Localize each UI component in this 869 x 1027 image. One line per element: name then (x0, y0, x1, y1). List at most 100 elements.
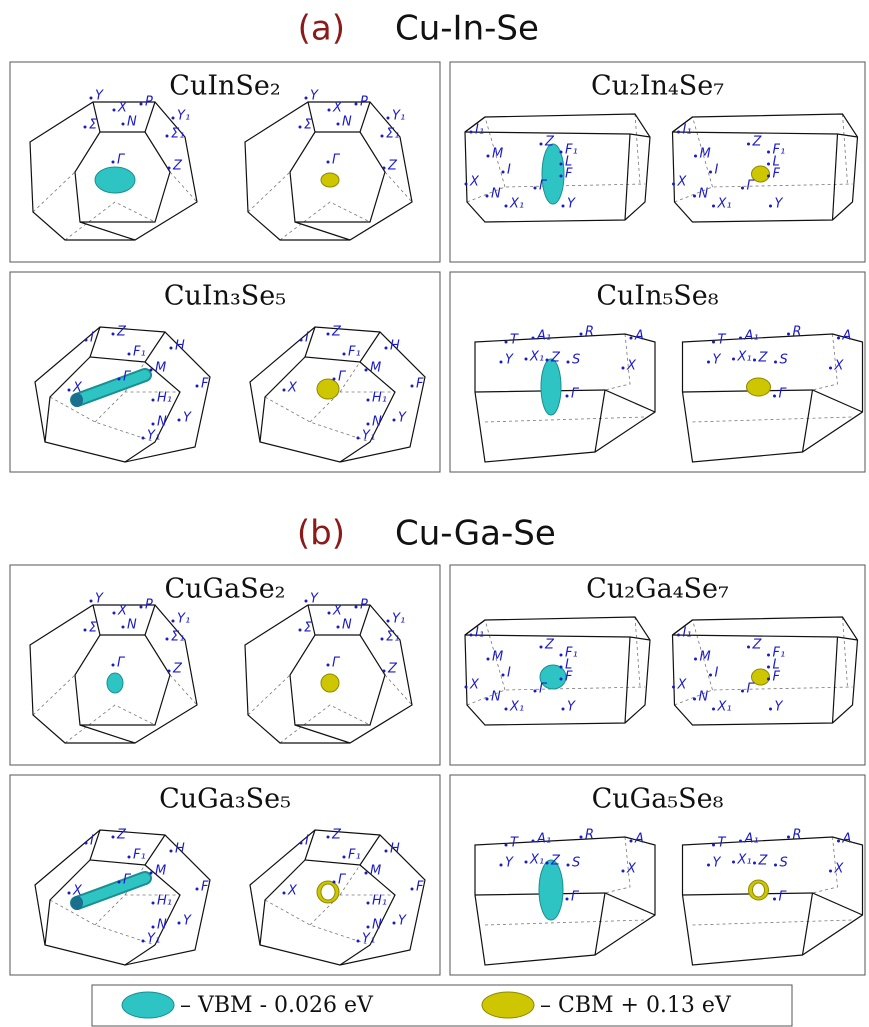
k-point (304, 96, 308, 100)
vbm-surface (538, 859, 564, 921)
k-point (326, 835, 330, 839)
zone-edge (295, 634, 386, 726)
k-point-label: X (626, 862, 637, 877)
k-point (151, 901, 155, 905)
k-point-label: Γ (123, 873, 132, 888)
k-point-label: Y (567, 197, 576, 212)
k-point (773, 897, 776, 901)
zone-edge (124, 361, 181, 463)
zone-edge (801, 389, 814, 453)
hidden-edge (32, 674, 76, 716)
hidden-edge (692, 619, 713, 691)
k-point (384, 849, 388, 853)
k-point-label: X (117, 101, 128, 116)
zone-edge (682, 892, 863, 916)
panel-frame (9, 774, 441, 976)
k-point (559, 653, 563, 657)
k-point-label: F₁ (133, 345, 146, 360)
zone-edge (44, 859, 91, 946)
k-point (304, 599, 308, 603)
legend-swatch-vbm (121, 991, 175, 1019)
k-point (672, 685, 675, 689)
k-point-label: I (507, 666, 511, 681)
brillouin-zone: T A₁ R A Y X₁ Z S X Γ (474, 828, 656, 966)
k-point-label: A (634, 832, 644, 847)
k-point (774, 863, 777, 867)
panel-frame (449, 271, 866, 473)
zone-outline (681, 836, 864, 966)
k-point-label: N (157, 918, 167, 933)
k-point (366, 398, 370, 402)
brillouin-zone: I Z F₁ HM Γ X H₁ F N Y Y₁ (34, 325, 211, 463)
k-point-label: I (305, 834, 309, 849)
panel-title: CuIn₃Se₅ (164, 281, 286, 312)
k-point (469, 130, 473, 134)
k-point (739, 839, 742, 843)
k-point (753, 861, 756, 865)
k-point-label: M (700, 650, 711, 665)
zone-edge (124, 864, 181, 966)
hidden-edge (692, 919, 853, 926)
zone-edge (339, 361, 396, 463)
panel-title: CuInSe₂ (169, 71, 280, 102)
k-point (694, 657, 697, 661)
k-point (366, 422, 370, 426)
k-point-label: T (718, 333, 727, 348)
hidden-edge (32, 171, 76, 213)
panel-frame (9, 61, 441, 263)
k-point (787, 332, 790, 336)
k-point (149, 368, 153, 372)
zone-edge (801, 892, 814, 956)
vbm-surface (540, 358, 562, 416)
k-point-label: Z (172, 159, 183, 174)
k-point (89, 599, 93, 603)
panel-frame (449, 774, 866, 976)
cbm-surface (751, 165, 770, 183)
panel-title: CuGa₅Se₈ (592, 784, 724, 815)
cbm-ring (320, 883, 336, 901)
k-point-label: X (72, 381, 83, 396)
hidden-edge (64, 201, 156, 241)
k-point-label: F₁ (773, 646, 786, 661)
zone-outline (29, 101, 198, 241)
zone-outline (474, 333, 656, 463)
k-point (707, 360, 710, 364)
k-point (151, 422, 155, 426)
k-point-label: Y₁ (362, 429, 375, 444)
k-point (392, 418, 396, 422)
zone-edge (624, 636, 631, 724)
k-point (629, 839, 633, 843)
k-point-label: Z (331, 325, 342, 340)
k-point-label: I (715, 666, 719, 681)
k-point (382, 166, 386, 170)
k-point (151, 398, 155, 402)
k-point-label: I (715, 163, 719, 178)
k-point-label: I (90, 331, 94, 346)
hidden-edge (339, 864, 361, 896)
k-point (112, 108, 116, 112)
k-point-label: Y₁ (177, 612, 190, 627)
k-point-label: Z (544, 638, 555, 653)
k-point-label: N (491, 187, 501, 202)
zone-edge (259, 859, 306, 946)
k-point (559, 665, 563, 669)
k-point-label: X₁ (717, 197, 732, 212)
k-point (384, 346, 388, 350)
zone-outline (244, 604, 413, 744)
k-point (566, 863, 570, 867)
cbm-ring (752, 882, 765, 898)
zone-outline (464, 616, 651, 726)
zone-edge (89, 829, 166, 866)
zone-edge (831, 133, 839, 221)
k-point-label: Z (550, 854, 561, 869)
k-point-label: M (700, 147, 711, 162)
k-point (89, 96, 93, 100)
k-point (167, 166, 171, 170)
k-point (539, 142, 543, 146)
k-point (767, 653, 770, 657)
section-system: Cu-In-Se (395, 9, 539, 49)
